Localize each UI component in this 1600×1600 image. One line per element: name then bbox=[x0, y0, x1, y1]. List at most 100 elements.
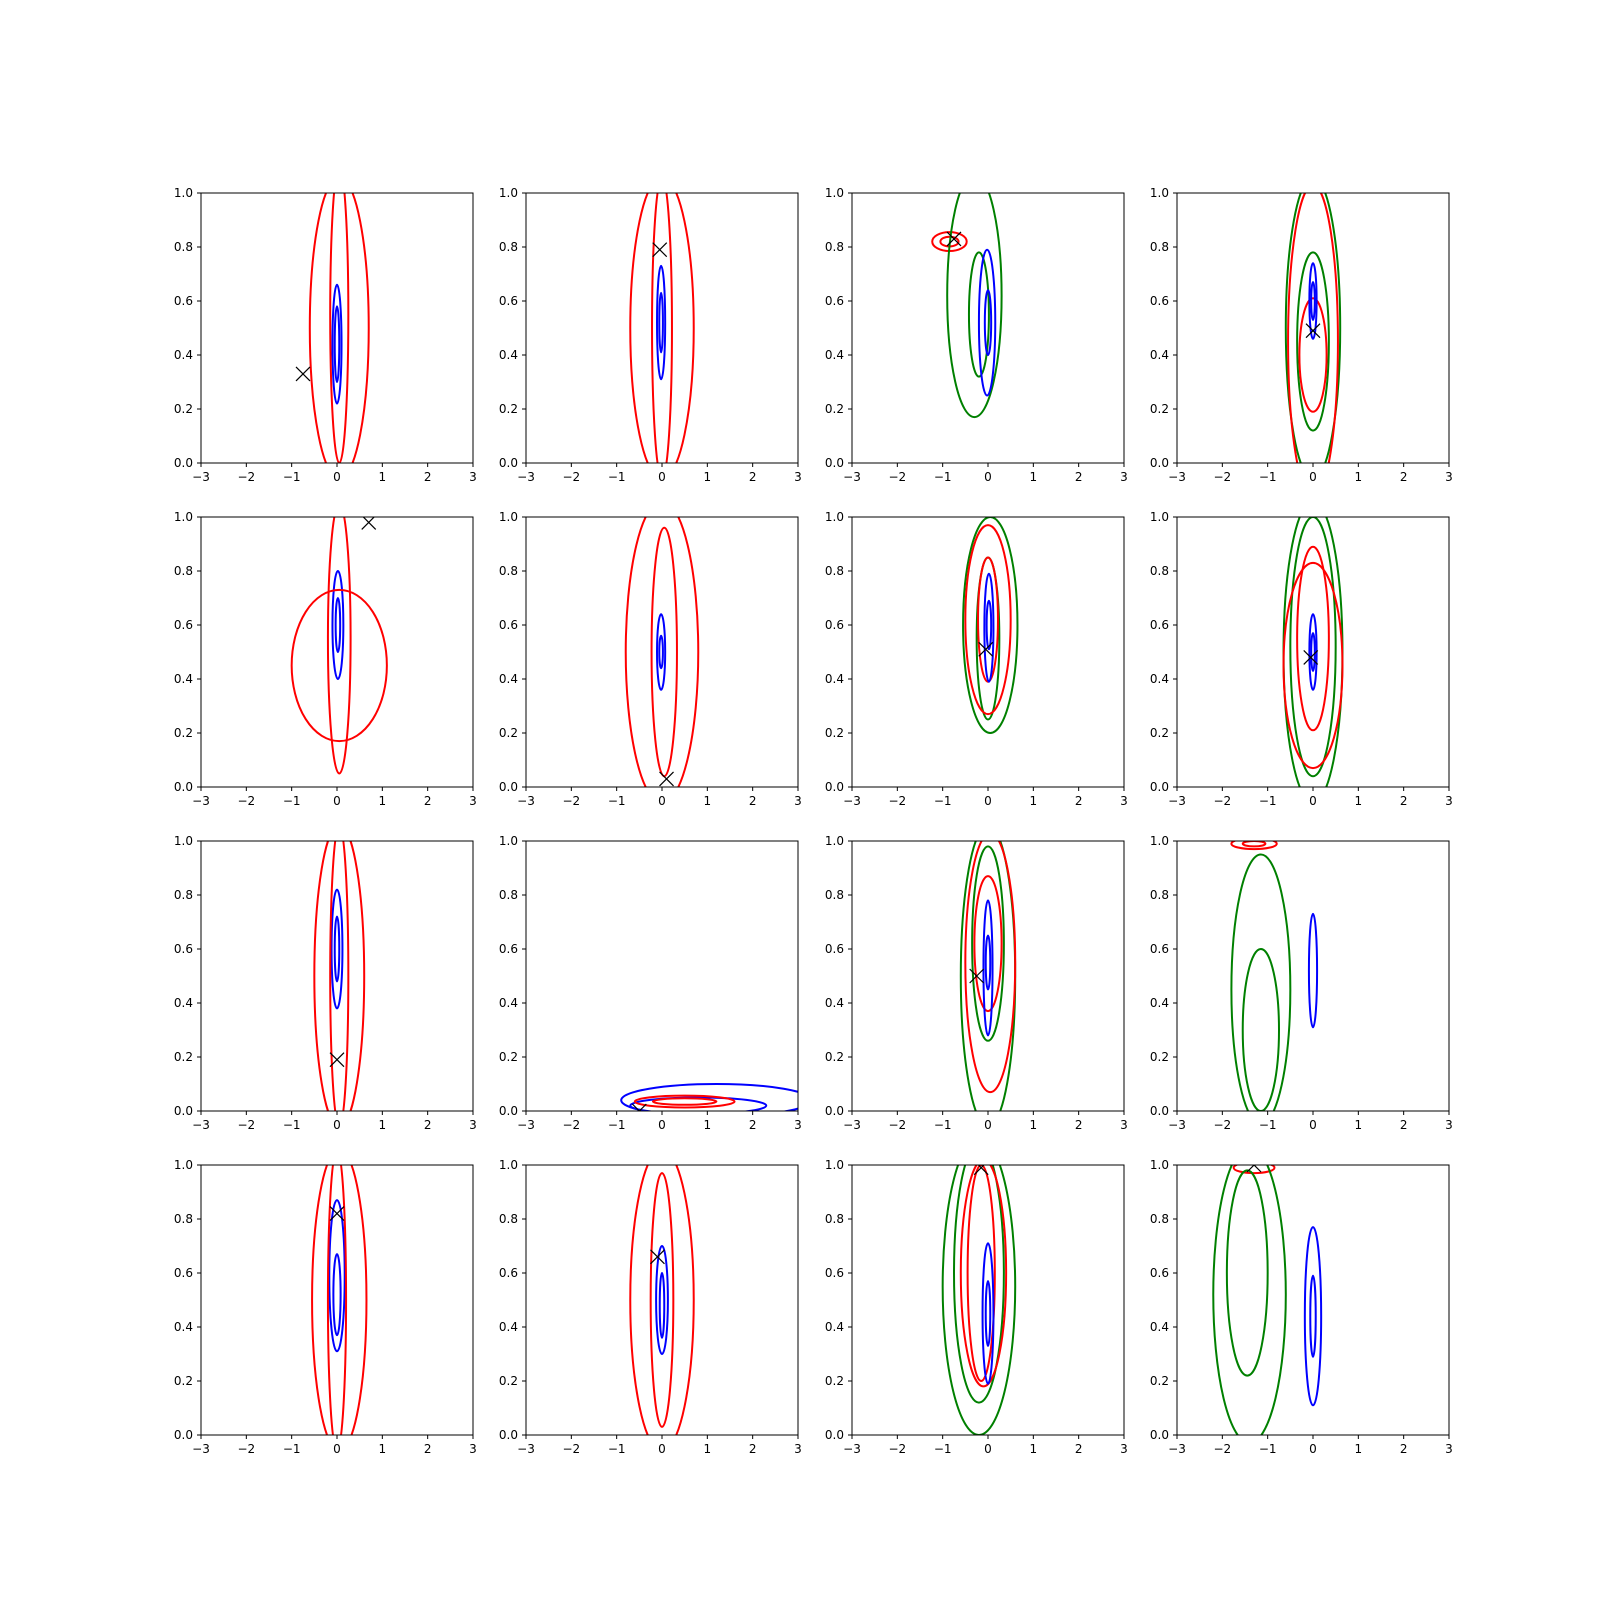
x-tick-label: 3 bbox=[1445, 470, 1453, 484]
x-tick-label: 0 bbox=[658, 1442, 666, 1456]
y-tick-label: 1.0 bbox=[1150, 834, 1169, 848]
plot-area bbox=[941, 1165, 1017, 1435]
axes-frame bbox=[525, 1164, 799, 1436]
x-marker bbox=[650, 1249, 665, 1265]
contour-blue-6 bbox=[983, 289, 993, 357]
contour-red-4 bbox=[973, 875, 1003, 1013]
x-tick-label: 2 bbox=[1400, 1118, 1408, 1132]
y-tick-label: 0.6 bbox=[499, 1266, 518, 1280]
contour-red-1 bbox=[1230, 841, 1278, 851]
y-tick-label: 0.2 bbox=[825, 726, 844, 740]
x-marker bbox=[631, 1103, 647, 1111]
x-tick-label: 1 bbox=[1355, 1442, 1363, 1456]
panel-8: −3 −2 −1 0 1 2 3 0.0 0.2 0.4 0.6 0.8 1.0 bbox=[1150, 510, 1453, 808]
y-tick-label: 0.6 bbox=[174, 618, 193, 632]
x-marker bbox=[329, 1052, 345, 1068]
x-tick-label: 3 bbox=[469, 470, 477, 484]
contour-blue-1 bbox=[331, 283, 343, 405]
x-marker bbox=[361, 517, 377, 530]
contour-green-2 bbox=[1212, 1165, 1287, 1435]
x-tick-label: 1 bbox=[1030, 794, 1038, 808]
contour-red-3 bbox=[1287, 193, 1339, 463]
y-tick-label: 0.0 bbox=[825, 456, 844, 470]
y-tick-label: 0.0 bbox=[1150, 780, 1169, 794]
panel-15: −3 −2 −1 0 1 2 3 0.0 0.2 0.4 0.6 0.8 1.0 bbox=[825, 1158, 1128, 1456]
x-tick-label: 1 bbox=[704, 1442, 712, 1456]
y-tick-label: 0.4 bbox=[825, 996, 844, 1010]
panel-10: −3 −2 −1 0 1 2 3 0.0 0.2 0.4 0.6 0.8 1.0 bbox=[499, 834, 802, 1132]
contour-red-3 bbox=[629, 1165, 695, 1435]
contour-red-4 bbox=[1298, 297, 1328, 413]
x-tick-label: 0 bbox=[984, 1442, 992, 1456]
contour-red-3 bbox=[629, 193, 695, 463]
x-marker bbox=[969, 968, 985, 984]
y-tick-label: 0.8 bbox=[825, 240, 844, 254]
contour-blue-2 bbox=[332, 1253, 342, 1337]
x-tick-label: −1 bbox=[934, 1118, 952, 1132]
axes-frame bbox=[851, 840, 1125, 1112]
contour-blue-2 bbox=[334, 597, 342, 653]
contour-red-3 bbox=[964, 841, 1017, 1094]
y-tick-label: 0.2 bbox=[1150, 1374, 1169, 1388]
axes-frame bbox=[1176, 516, 1450, 788]
contour-blue-5 bbox=[983, 572, 995, 683]
contour-red-3 bbox=[964, 524, 1012, 716]
plot-area bbox=[313, 841, 366, 1111]
y-tick-label: 0.8 bbox=[1150, 1212, 1169, 1226]
contour-red-4 bbox=[651, 193, 673, 463]
y-tick-label: 1.0 bbox=[499, 186, 518, 200]
y-tick-label: 0.0 bbox=[1150, 1428, 1169, 1442]
x-marker bbox=[1246, 1165, 1262, 1173]
y-tick-label: 1.0 bbox=[825, 834, 844, 848]
x-tick-label: −2 bbox=[237, 1442, 255, 1456]
x-tick-label: 1 bbox=[704, 470, 712, 484]
x-tick-label: 2 bbox=[1400, 470, 1408, 484]
x-tick-label: −3 bbox=[517, 1442, 535, 1456]
contour-green-1 bbox=[941, 1165, 1017, 1435]
x-tick-label: −2 bbox=[888, 794, 906, 808]
panel-13: −3 −2 −1 0 1 2 3 0.0 0.2 0.4 0.6 0.8 1.0 bbox=[174, 1158, 477, 1456]
y-tick-label: 1.0 bbox=[174, 186, 193, 200]
contour-red-4 bbox=[651, 1097, 718, 1106]
y-tick-label: 0.8 bbox=[825, 564, 844, 578]
y-tick-label: 0.6 bbox=[825, 1266, 844, 1280]
contour-green-3 bbox=[1230, 853, 1292, 1111]
x-tick-label: −2 bbox=[562, 794, 580, 808]
contour-red-3 bbox=[311, 1165, 368, 1435]
contour-green-3 bbox=[1225, 1169, 1269, 1377]
x-tick-label: −3 bbox=[517, 1118, 535, 1132]
panel-12: −3 −2 −1 0 1 2 3 0.0 0.2 0.4 0.6 0.8 1.0 bbox=[1150, 834, 1453, 1132]
x-tick-label: 0 bbox=[1309, 1118, 1317, 1132]
x-tick-label: −1 bbox=[608, 1442, 626, 1456]
x-tick-label: −2 bbox=[237, 470, 255, 484]
contour-blue-4 bbox=[1303, 1226, 1323, 1407]
x-tick-label: 2 bbox=[1075, 794, 1083, 808]
x-tick-label: 0 bbox=[658, 794, 666, 808]
y-tick-label: 0.8 bbox=[174, 1212, 193, 1226]
x-tick-label: −2 bbox=[1213, 1442, 1231, 1456]
y-tick-label: 1.0 bbox=[174, 834, 193, 848]
x-tick-label: 1 bbox=[704, 1118, 712, 1132]
x-tick-label: 3 bbox=[469, 794, 477, 808]
y-tick-label: 0.0 bbox=[174, 1428, 193, 1442]
x-tick-label: −1 bbox=[934, 794, 952, 808]
y-tick-label: 0.6 bbox=[825, 618, 844, 632]
panel-9: −3 −2 −1 0 1 2 3 0.0 0.2 0.4 0.6 0.8 1.0 bbox=[174, 834, 477, 1132]
y-tick-label: 0.6 bbox=[825, 942, 844, 956]
y-tick-label: 0.2 bbox=[174, 1050, 193, 1064]
x-tick-label: −1 bbox=[934, 470, 952, 484]
x-marker bbox=[652, 242, 668, 258]
x-tick-label: 3 bbox=[794, 1442, 802, 1456]
y-tick-label: 0.6 bbox=[1150, 942, 1169, 956]
x-tick-label: 1 bbox=[379, 794, 387, 808]
x-tick-label: 2 bbox=[749, 1118, 757, 1132]
x-tick-label: −1 bbox=[934, 1442, 952, 1456]
x-tick-label: −3 bbox=[1168, 1442, 1186, 1456]
panel-16: −3 −2 −1 0 1 2 3 0.0 0.2 0.4 0.6 0.8 1.0 bbox=[1150, 1158, 1453, 1456]
contour-blue-1 bbox=[331, 570, 345, 680]
x-tick-label: 2 bbox=[749, 470, 757, 484]
plot-area bbox=[620, 1083, 798, 1111]
y-tick-label: 0.2 bbox=[825, 1050, 844, 1064]
contour-red-3 bbox=[633, 1094, 736, 1109]
x-marker bbox=[946, 231, 962, 247]
